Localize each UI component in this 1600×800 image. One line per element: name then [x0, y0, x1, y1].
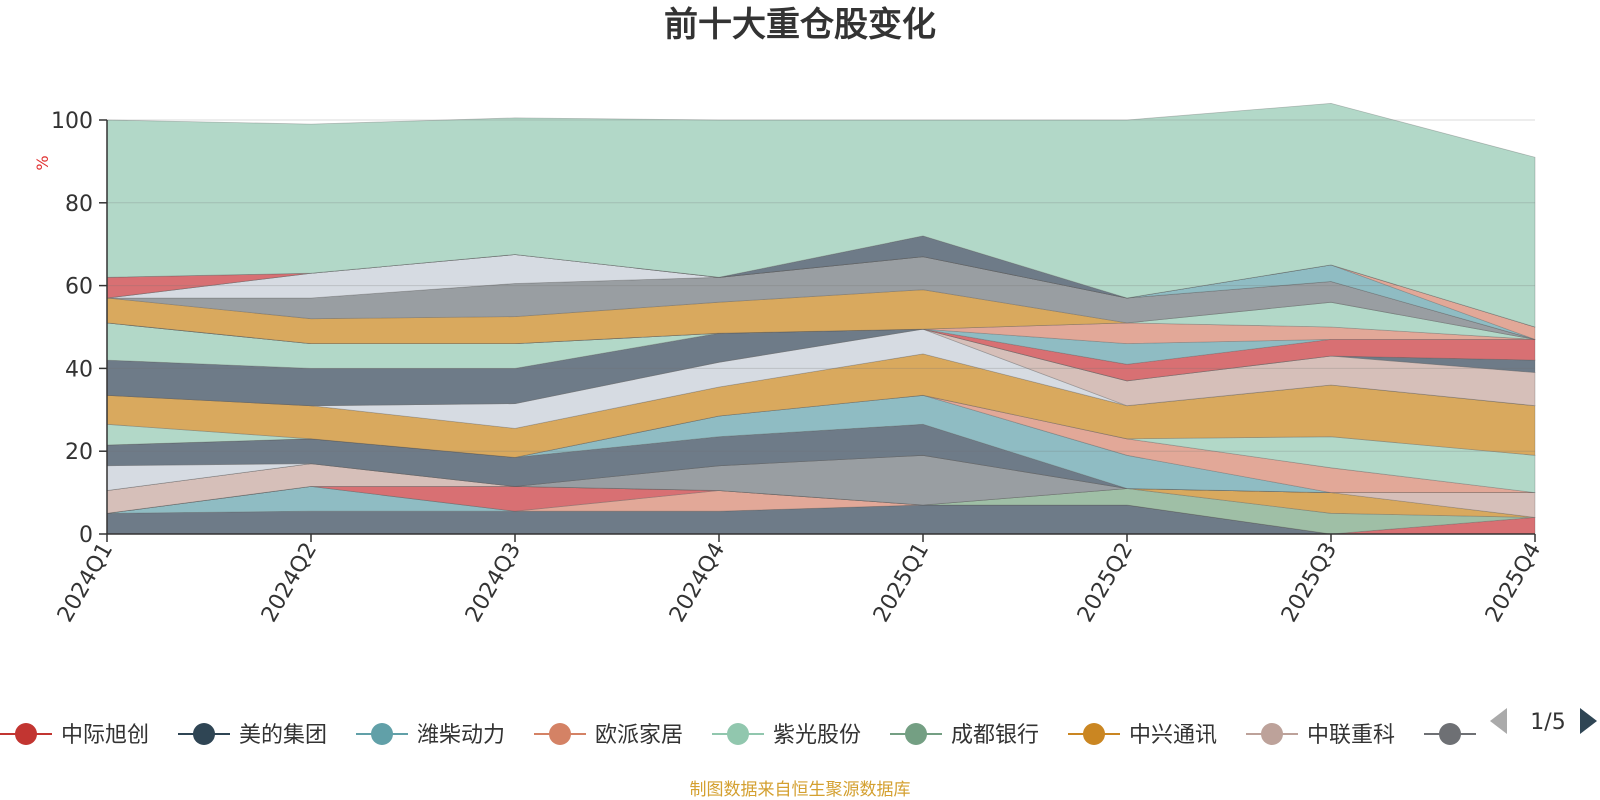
area-series-31: [106, 102, 1536, 328]
legend: 中际旭创 美的集团 潍柴动力 欧派家居 紫光股份 成都银行 中兴通讯 中联重科 徐: [0, 723, 1507, 748]
x-tick-label: 2024Q1: [53, 539, 118, 627]
legend-circle-icon: [371, 723, 393, 745]
y-axis-unit-label: %: [33, 155, 52, 170]
legend-item[interactable]: 中兴通讯: [1068, 723, 1217, 748]
legend-circle-icon: [549, 723, 571, 745]
legend-circle-icon: [727, 723, 749, 745]
plot-area: [106, 102, 1536, 535]
x-tick-label: 2025Q2: [1073, 539, 1138, 627]
area-series-4: [106, 485, 1536, 535]
triangle-right-icon[interactable]: [1580, 708, 1597, 734]
legend-item[interactable]: 徐: [1424, 723, 1507, 748]
legend-circle-icon: [1439, 723, 1461, 745]
legend-label: 美的集团: [239, 723, 327, 748]
legend-item[interactable]: 欧派家居: [534, 723, 683, 748]
legend-label: 中联重科: [1307, 723, 1395, 748]
y-tick-label: 20: [65, 440, 93, 465]
legend-item[interactable]: 紫光股份: [712, 723, 861, 748]
legend-page-indicator: 1/5: [1530, 710, 1565, 735]
legend-label: 中兴通讯: [1129, 723, 1217, 748]
legend-label: 中际旭创: [61, 723, 149, 748]
area-series-12: [106, 394, 1535, 493]
legend-item[interactable]: 成都银行: [890, 723, 1039, 748]
legend-label: 欧派家居: [595, 723, 683, 748]
y-tick-label: 0: [79, 523, 93, 548]
y-tick-label: 60: [65, 275, 93, 300]
x-tick-label: 2024Q3: [461, 539, 526, 627]
legend-item[interactable]: 美的集团: [178, 723, 327, 748]
data-source-note: 制图数据来自恒生聚源数据库: [690, 780, 911, 800]
legend-circle-icon: [1083, 723, 1105, 745]
legend-circle-icon: [15, 723, 37, 745]
legend-label: 成都银行: [951, 723, 1039, 748]
x-tick-label: 2025Q3: [1277, 539, 1342, 627]
triangle-left-icon[interactable]: [1490, 708, 1507, 734]
legend-item[interactable]: 潍柴动力: [356, 723, 505, 748]
legend-circle-icon: [1261, 723, 1283, 745]
legend-label: 紫光股份: [773, 723, 861, 748]
legend-item[interactable]: 中联重科: [1246, 723, 1395, 748]
legend-circle-icon: [905, 723, 927, 745]
legend-circle-icon: [193, 723, 215, 745]
chart-title: 前十大重仓股变化: [664, 5, 936, 45]
legend-pager: 1/5: [1490, 708, 1597, 735]
y-tick-label: 80: [65, 192, 93, 217]
x-tick-label: 2024Q4: [665, 539, 730, 627]
legend-items: 中际旭创 美的集团 潍柴动力 欧派家居 紫光股份 成都银行 中兴通讯 中联重科 徐: [0, 723, 1507, 748]
legend-item[interactable]: 中际旭创: [0, 723, 149, 748]
x-tick-label: 2024Q2: [257, 539, 322, 627]
legend-label: 潍柴动力: [417, 723, 505, 748]
x-tick-label: 2025Q4: [1481, 539, 1546, 627]
y-tick-label: 40: [65, 357, 93, 382]
y-tick-label: 100: [51, 109, 93, 134]
x-tick-label: 2025Q1: [869, 539, 934, 627]
